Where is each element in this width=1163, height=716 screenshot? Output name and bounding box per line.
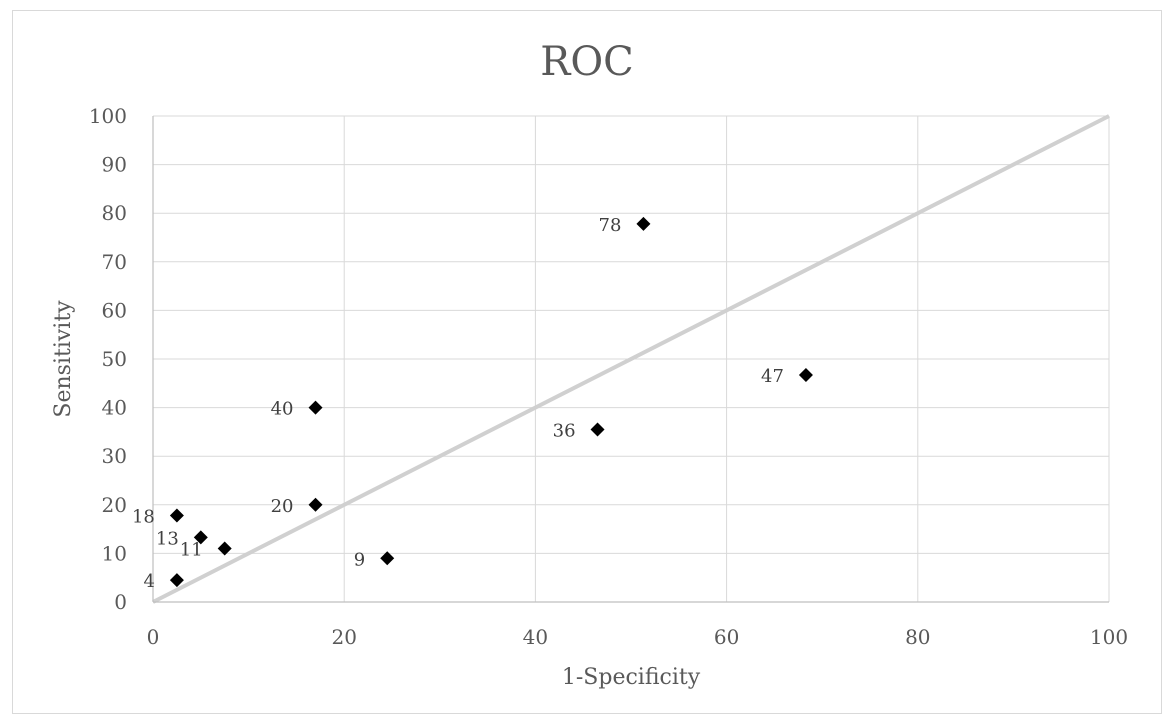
y-tick-label: 100 — [89, 104, 127, 128]
y-tick-label: 20 — [102, 493, 127, 517]
diagonal-reference-line — [152, 114, 1110, 604]
y-tick-label: 50 — [102, 347, 127, 371]
y-tick-label: 30 — [102, 444, 127, 468]
axes — [152, 116, 1109, 603]
data-point-label: 47 — [761, 366, 784, 387]
data-point-marker — [169, 573, 184, 588]
data-point-marker — [169, 508, 184, 523]
data-point-label: 4 — [143, 571, 154, 592]
y-tick-label: 80 — [102, 201, 127, 225]
y-tick-label: 10 — [102, 541, 127, 565]
y-tick-label: 60 — [102, 298, 127, 322]
data-point-marker — [636, 216, 651, 231]
data-point-marker — [380, 551, 395, 566]
data-point-marker — [308, 497, 323, 512]
x-tick-label: 0 — [147, 625, 160, 649]
data-point-label: 78 — [599, 215, 622, 236]
x-tick-label: 20 — [331, 625, 356, 649]
tick-labels: 0 10 20 30 40 50 60 70 80 90 100 0 20 40 60 80 100 — [89, 104, 1128, 649]
data-point-label: 18 — [132, 506, 155, 527]
x-axis-label: 1-Specificity — [562, 665, 701, 690]
x-tick-label: 40 — [523, 625, 548, 649]
data-point-marker — [308, 400, 323, 415]
data-point-label: 11 — [180, 540, 203, 561]
data-point-marker — [217, 541, 232, 556]
y-tick-label: 70 — [102, 250, 127, 274]
data-point-marker — [193, 530, 208, 545]
chart-title: ROC — [540, 39, 634, 85]
y-tick-label: 40 — [102, 396, 127, 420]
y-tick-label: 0 — [114, 590, 127, 614]
data-point-label: 9 — [354, 549, 365, 570]
data-point-marker — [798, 368, 813, 383]
y-axis-label: Sensitivity — [51, 300, 76, 418]
data-point-label: 36 — [553, 420, 576, 441]
x-tick-label: 80 — [905, 625, 930, 649]
y-tick-label: 90 — [102, 153, 127, 177]
data-point-label: 13 — [156, 528, 179, 549]
x-tick-label: 100 — [1090, 625, 1128, 649]
data-point-marker — [590, 422, 605, 437]
data-point-label: 20 — [271, 496, 294, 517]
reference-line — [152, 114, 1110, 604]
x-tick-label: 60 — [714, 625, 739, 649]
chart-frame — [12, 10, 1162, 714]
data-point-label: 40 — [271, 399, 294, 420]
